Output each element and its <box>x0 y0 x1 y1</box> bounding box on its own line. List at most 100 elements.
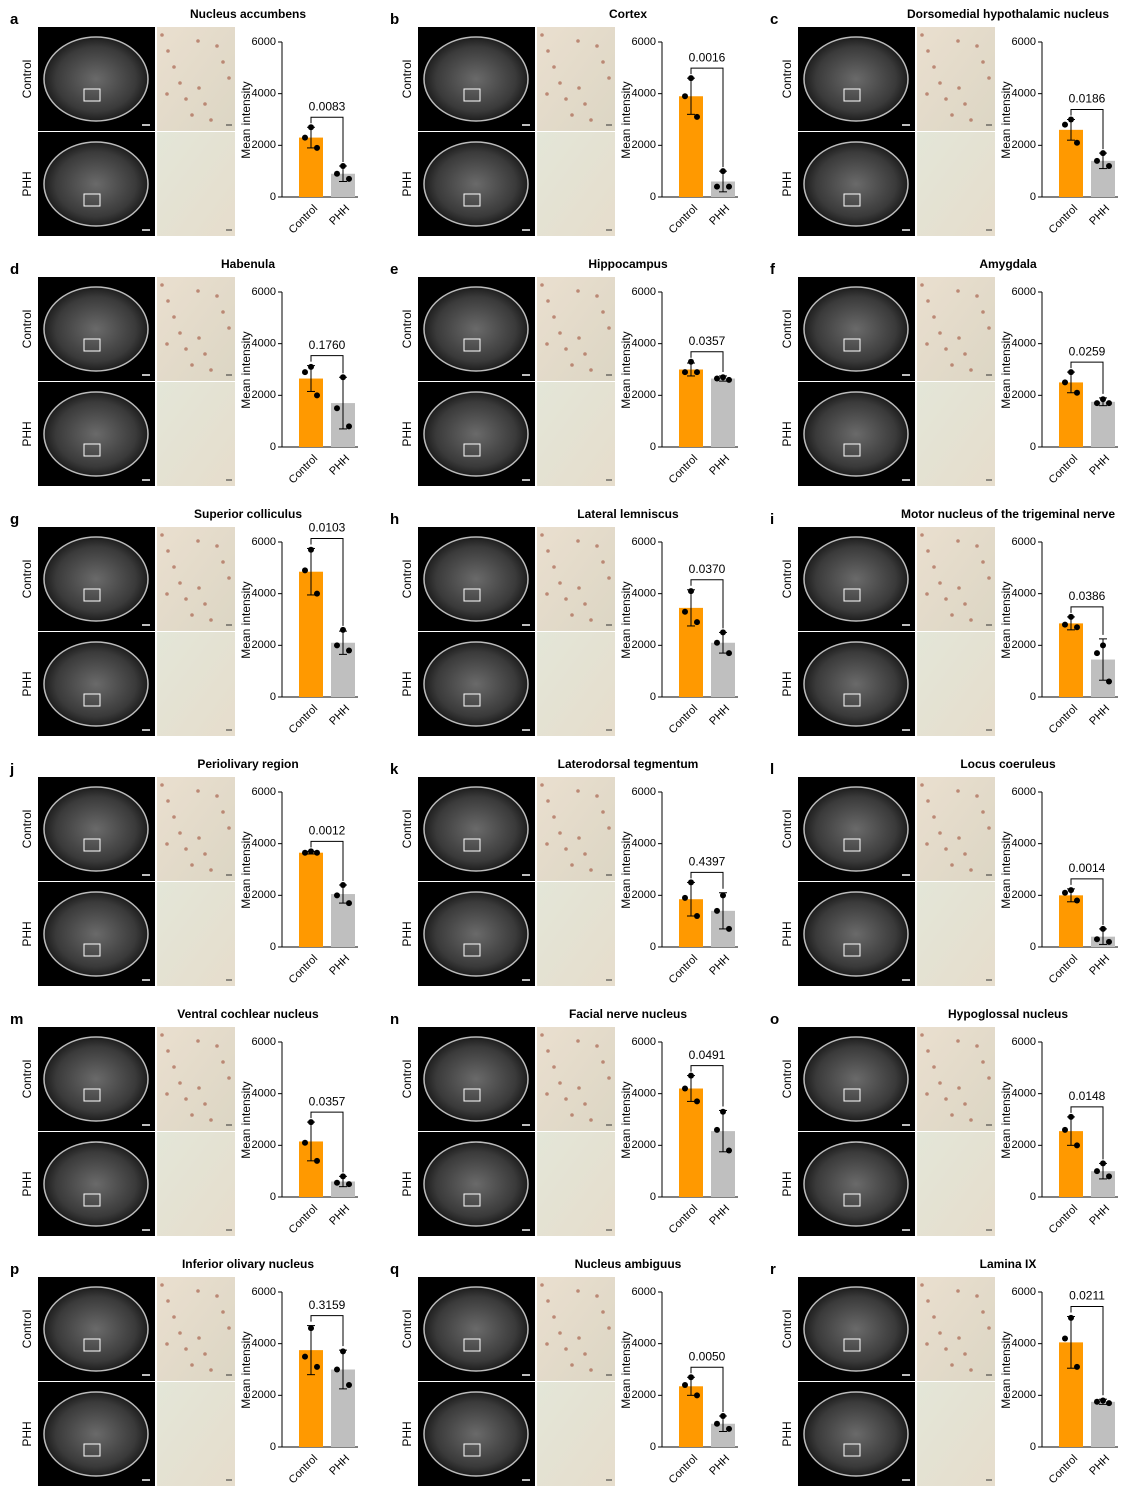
y-tick-label: 2000 <box>252 389 276 401</box>
panel: e HippocampusControlPHH0200040006000Mean … <box>390 257 738 486</box>
significance-bracket <box>310 116 344 162</box>
stained-cell <box>576 289 580 293</box>
stained-cell <box>570 1363 574 1367</box>
stained-cell <box>577 336 581 340</box>
p-value: 0.0186 <box>1069 92 1106 106</box>
stained-cell <box>172 65 176 69</box>
data-point <box>694 913 700 919</box>
mri-brain <box>423 536 529 622</box>
stained-cell <box>963 102 967 106</box>
stained-cell <box>203 602 207 606</box>
data-point <box>340 882 346 888</box>
stained-cell <box>938 831 942 835</box>
roi-box <box>463 88 481 102</box>
stained-cell <box>957 1086 961 1090</box>
stained-cell <box>166 1049 170 1053</box>
stained-cell <box>546 299 550 303</box>
image-row-label: PHH <box>20 671 34 696</box>
stained-cell <box>184 1347 188 1351</box>
stained-cell <box>577 586 581 590</box>
y-tick-label: 0 <box>1030 1191 1036 1203</box>
stained-cell <box>209 118 213 122</box>
y-tick-label: 4000 <box>1012 838 1036 850</box>
histology-image <box>537 132 615 236</box>
y-tick-label: 0 <box>650 691 656 703</box>
stained-cell <box>160 533 164 537</box>
x-tick-label: Control <box>1047 203 1081 237</box>
image-row-label: Control <box>780 60 794 99</box>
stained-cell <box>938 1081 942 1085</box>
data-point <box>720 1413 726 1419</box>
stained-cell <box>987 826 991 830</box>
y-tick-label: 2000 <box>632 1139 656 1151</box>
data-point <box>314 590 320 597</box>
stained-cell <box>925 1342 929 1346</box>
data-point <box>720 168 726 175</box>
data-point <box>688 75 694 82</box>
histology-image <box>537 632 615 736</box>
data-point <box>714 907 720 914</box>
stained-cell <box>920 783 924 787</box>
stained-cell <box>975 1044 979 1048</box>
mri-brain <box>43 536 149 622</box>
x-tick-label: Control <box>287 703 321 737</box>
panel-letter: m <box>10 1011 23 1028</box>
panel: h Lateral lemniscusControlPHH020004000600… <box>390 507 738 736</box>
mri-brain <box>43 786 149 872</box>
stained-cell <box>215 294 219 298</box>
data-point <box>688 879 694 886</box>
image-row-label: PHH <box>400 1171 414 1196</box>
x-tick-label: Control <box>287 1453 321 1487</box>
mri-brain <box>43 391 149 477</box>
image-row-label: Control <box>780 310 794 349</box>
y-axis-label: Mean intensity <box>619 331 633 408</box>
panel-letter: i <box>770 511 774 528</box>
panel-title: Cortex <box>609 7 647 21</box>
stained-cell <box>944 347 948 351</box>
panel-letter: g <box>10 511 19 528</box>
panel: n Facial nerve nucleusControlPHH020004000… <box>390 1007 738 1236</box>
x-tick-label: PHH <box>707 703 732 728</box>
data-point <box>1062 889 1068 896</box>
y-tick-label: 2000 <box>1012 389 1036 401</box>
y-tick-label: 4000 <box>1012 1088 1036 1100</box>
p-value: 0.0103 <box>309 521 346 535</box>
p-value: 0.0386 <box>1069 589 1106 603</box>
y-tick-label: 4000 <box>632 338 656 350</box>
stained-cell <box>589 118 593 122</box>
stained-cell <box>987 326 991 330</box>
stained-cell <box>184 97 188 101</box>
roi-box <box>843 693 861 707</box>
y-tick-label: 0 <box>270 691 276 703</box>
stained-cell <box>221 1060 225 1064</box>
mri-brain <box>803 1391 909 1477</box>
stained-cell <box>160 1283 164 1287</box>
stained-cell <box>607 1326 611 1330</box>
y-axis-label: Mean intensity <box>239 1331 253 1408</box>
stained-cell <box>558 581 562 585</box>
histology-image <box>917 632 995 736</box>
stained-cell <box>925 842 929 846</box>
significance-bracket <box>310 537 344 626</box>
stained-cell <box>165 342 169 346</box>
histology-image <box>537 27 615 131</box>
p-value: 0.0050 <box>689 1349 726 1363</box>
stained-cell <box>595 294 599 298</box>
stained-cell <box>950 113 954 117</box>
stained-cell <box>172 315 176 319</box>
x-tick-label: PHH <box>707 203 732 228</box>
stained-cell <box>197 1086 201 1090</box>
p-value: 0.0357 <box>689 334 726 348</box>
data-point <box>346 1181 352 1188</box>
stained-cell <box>215 1044 219 1048</box>
histology-image <box>157 1277 235 1381</box>
data-point <box>1100 642 1106 649</box>
data-point <box>1100 1397 1106 1404</box>
stained-cell <box>209 868 213 872</box>
image-row-label: PHH <box>780 921 794 946</box>
stained-cell <box>166 549 170 553</box>
stained-cell <box>178 831 182 835</box>
significance-bracket <box>310 840 344 881</box>
significance-bracket <box>1070 361 1104 394</box>
stained-cell <box>209 368 213 372</box>
